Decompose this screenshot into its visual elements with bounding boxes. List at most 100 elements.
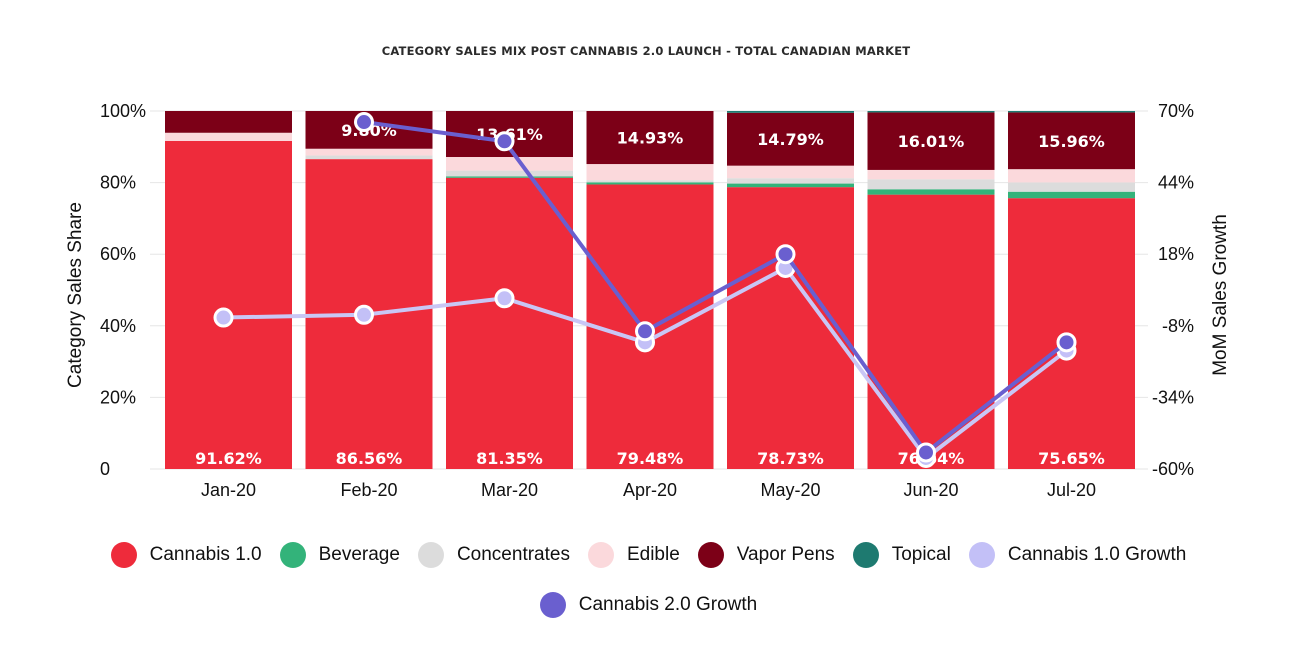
growth-point — [354, 112, 374, 133]
x-tick-label: Mar-20 — [481, 480, 538, 500]
legend-item: Cannabis 1.0 Growth — [968, 542, 1187, 568]
legend-label: Topical — [891, 544, 951, 565]
legend-item: Beverage — [279, 542, 400, 568]
bar-value-label: 16.01% — [898, 132, 965, 151]
growth-line — [363, 120, 1068, 455]
bar-segment — [1008, 169, 1135, 183]
y-tick-label: 80% — [100, 173, 136, 193]
bar-segment — [1008, 191, 1135, 199]
x-tick-label: Apr-20 — [623, 480, 677, 500]
bar-value-label: 86.56% — [336, 449, 403, 468]
growth-point — [1056, 332, 1077, 353]
growth-point — [775, 244, 796, 265]
x-tick-label: Feb-20 — [340, 480, 397, 500]
legend-label: Beverage — [318, 544, 400, 565]
bar-value-label: 78.73% — [757, 449, 824, 468]
legend-swatch — [587, 542, 614, 568]
bar-value-label: 91.62% — [195, 449, 262, 468]
x-tick-label: Jul-20 — [1047, 480, 1096, 500]
legend-item: Concentrates — [417, 542, 570, 568]
legend-item: Vapor Pens — [697, 542, 835, 568]
y2-tick-label: 18% — [1158, 244, 1194, 264]
legend-swatch — [539, 592, 566, 618]
legend-swatch — [110, 542, 137, 568]
y2-tick-label: -8% — [1162, 316, 1194, 336]
bar-segment — [727, 183, 854, 188]
y2-tick-label: 44% — [1158, 173, 1194, 193]
legend-swatch — [697, 542, 724, 568]
bar-segment — [446, 157, 573, 171]
legend-item: Topical — [852, 542, 951, 568]
bar-segment — [165, 111, 292, 133]
y2-tick-label: -60% — [1152, 459, 1194, 479]
growth-point — [916, 442, 936, 463]
legend-label: Edible — [626, 544, 680, 565]
growth-point — [635, 321, 655, 342]
y-tick-label: 20% — [100, 387, 136, 407]
bar-segment — [446, 177, 573, 469]
bar-segment — [446, 170, 573, 177]
bar-segment — [727, 165, 854, 179]
bar-segment — [867, 189, 995, 195]
bar-segment — [1008, 182, 1135, 192]
y-axis-label: Category Sales Share — [65, 202, 86, 388]
y-tick-label: 100% — [100, 101, 146, 121]
bar-value-label: 14.93% — [617, 129, 684, 148]
legend-label: Vapor Pens — [736, 544, 835, 565]
legend-item: Cannabis 1.0 — [110, 542, 262, 568]
bar-segment — [867, 179, 995, 190]
growth-point — [494, 131, 515, 152]
chart-title: CATEGORY SALES MIX POST CANNABIS 2.0 LAU… — [382, 44, 911, 58]
legend-label: Cannabis 2.0 Growth — [578, 594, 758, 615]
bar-segment — [305, 155, 433, 160]
legend-swatch — [417, 542, 444, 568]
y-tick-label: 40% — [100, 316, 136, 336]
legend-swatch — [279, 542, 306, 568]
x-tick-label: Jan-20 — [201, 480, 256, 500]
y2-axis-label: MoM Sales Growth — [1210, 214, 1231, 376]
y-tick-label: 0 — [100, 459, 110, 479]
legend-swatch — [852, 542, 879, 568]
y2-tick-label: -34% — [1152, 387, 1194, 407]
legend-item: Edible — [587, 542, 680, 568]
bar-segment — [727, 178, 854, 184]
legend-row: Cannabis 1.0 Beverage Concentrates Edible Va… — [0, 530, 1297, 580]
bar-segment — [867, 111, 995, 113]
bar-segment — [586, 164, 714, 181]
bar-value-label: 14.79% — [757, 130, 824, 149]
bar-segment — [1008, 112, 1135, 170]
bar-segment — [165, 132, 292, 142]
x-tick-label: May-20 — [760, 480, 820, 500]
y-tick-label: 60% — [100, 244, 136, 264]
growth-point — [213, 307, 234, 328]
bar-value-label: 81.35% — [476, 449, 543, 468]
bar-segment — [727, 111, 854, 113]
bar-segment — [586, 182, 714, 185]
bar-segment — [1008, 111, 1135, 113]
bar-segment — [305, 148, 433, 156]
bar-segment — [165, 141, 292, 469]
legend-swatch — [968, 542, 995, 568]
y2-tick-label: 70% — [1158, 101, 1194, 121]
bar-value-label: 75.65% — [1038, 449, 1105, 468]
bar-segment — [867, 169, 995, 180]
chart-legend: Cannabis 1.0 Beverage Concentrates Edible Va… — [0, 530, 1297, 630]
growth-point — [354, 304, 374, 325]
bar-segment — [727, 187, 854, 469]
bar-value-label: 15.96% — [1038, 132, 1105, 151]
legend-row: Cannabis 2.0 Growth — [0, 580, 1297, 630]
bar-segment — [867, 112, 995, 170]
legend-label: Concentrates — [456, 544, 570, 565]
legend-label: Cannabis 1.0 — [149, 544, 262, 565]
x-tick-label: Jun-20 — [903, 480, 958, 500]
bar-segment — [867, 194, 995, 470]
bar-segment — [1008, 198, 1135, 469]
legend-item: Cannabis 2.0 Growth — [539, 592, 758, 618]
growth-point — [494, 288, 515, 309]
bar-value-label: 79.48% — [617, 449, 684, 468]
bar-segment — [446, 176, 573, 178]
legend-label: Cannabis 1.0 Growth — [1007, 544, 1187, 565]
bar-segment — [727, 112, 854, 166]
bar-segment — [586, 111, 714, 165]
